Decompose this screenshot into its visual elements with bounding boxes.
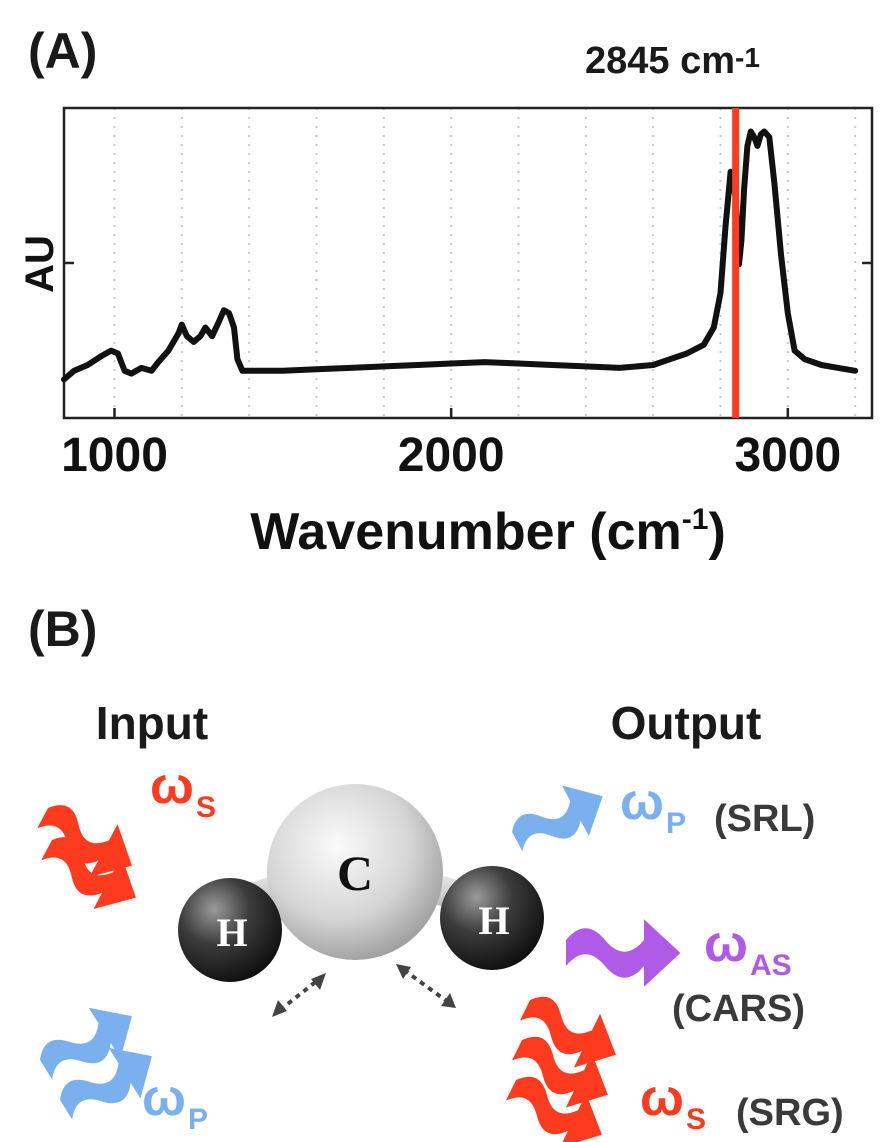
x-tick-label: 1000 [61, 429, 168, 482]
hydrogen-atom-right [440, 866, 544, 970]
carbon-symbol: C [337, 845, 373, 901]
hydrogen-atom-left [178, 878, 282, 982]
spectrum-line [61, 128, 859, 383]
input-stokes-label: ωS [150, 757, 216, 823]
input-stokes-arrows [28, 791, 150, 925]
x-axis-label: Wavenumber (cm-1) [250, 503, 726, 561]
x-tick-marks [113, 408, 790, 418]
cars-technique-label: (CARS) [672, 988, 805, 1030]
hydrogen-symbol-left: H [216, 910, 247, 955]
photon-arrow [511, 983, 630, 1082]
vibration-arrowhead [396, 964, 411, 979]
output-heading: Output [610, 697, 762, 749]
vibration-arrowhead [272, 1000, 287, 1017]
peak-marker-label: 2845 cm-1 [585, 42, 760, 80]
omega-symbol: ω [640, 1069, 684, 1127]
srl-technique-label: (SRL) [714, 798, 816, 840]
peak-label-sup: -1 [735, 42, 760, 73]
input-heading: Input [95, 697, 209, 749]
output-srl-label: ωP [620, 773, 686, 839]
omega-subscript: AS [749, 949, 792, 982]
x-axis-label-main: Wavenumber (cm [250, 503, 682, 561]
omega-symbol: ω [620, 773, 664, 831]
x-axis-label-sup: -1 [681, 503, 709, 536]
input-pump-label: ωP [142, 1069, 208, 1135]
omega-symbol: ω [142, 1069, 186, 1127]
photon-arrow [503, 771, 617, 867]
vibration-arrow-left [278, 978, 320, 1012]
output-srl-arrow [503, 771, 617, 867]
output-srg-arrows [497, 983, 630, 1142]
omega-subscript: S [685, 1103, 706, 1136]
panel-a-label: (A) [28, 23, 98, 79]
panel-b-label: (B) [28, 601, 98, 657]
x-tick-label: 2000 [397, 429, 505, 482]
omega-subscript: S [195, 791, 216, 824]
srg-technique-label: (SRG) [736, 1092, 844, 1134]
x-axis-label-close: ) [708, 503, 726, 561]
omega-symbol: ω [150, 757, 194, 815]
omega-subscript: P [665, 807, 686, 840]
x-tick-label: 3000 [734, 429, 842, 482]
output-cars-label: ωAS [704, 915, 792, 981]
spectrum-chart [61, 106, 874, 420]
output-srg-label: ωS [640, 1069, 706, 1135]
hydrogen-symbol-right: H [478, 898, 509, 943]
omega-subscript: P [187, 1103, 208, 1136]
omega-symbol: ω [704, 915, 748, 973]
carbon-atom [267, 784, 443, 960]
vibration-arrowhead [311, 973, 326, 990]
vibration-arrowhead [441, 993, 456, 1008]
peak-label-main: 2845 cm [585, 40, 736, 82]
vibration-arrow-right [402, 968, 450, 1004]
output-cars-arrow [566, 919, 681, 987]
photon-arrow [32, 823, 150, 925]
photon-arrow [566, 919, 681, 987]
